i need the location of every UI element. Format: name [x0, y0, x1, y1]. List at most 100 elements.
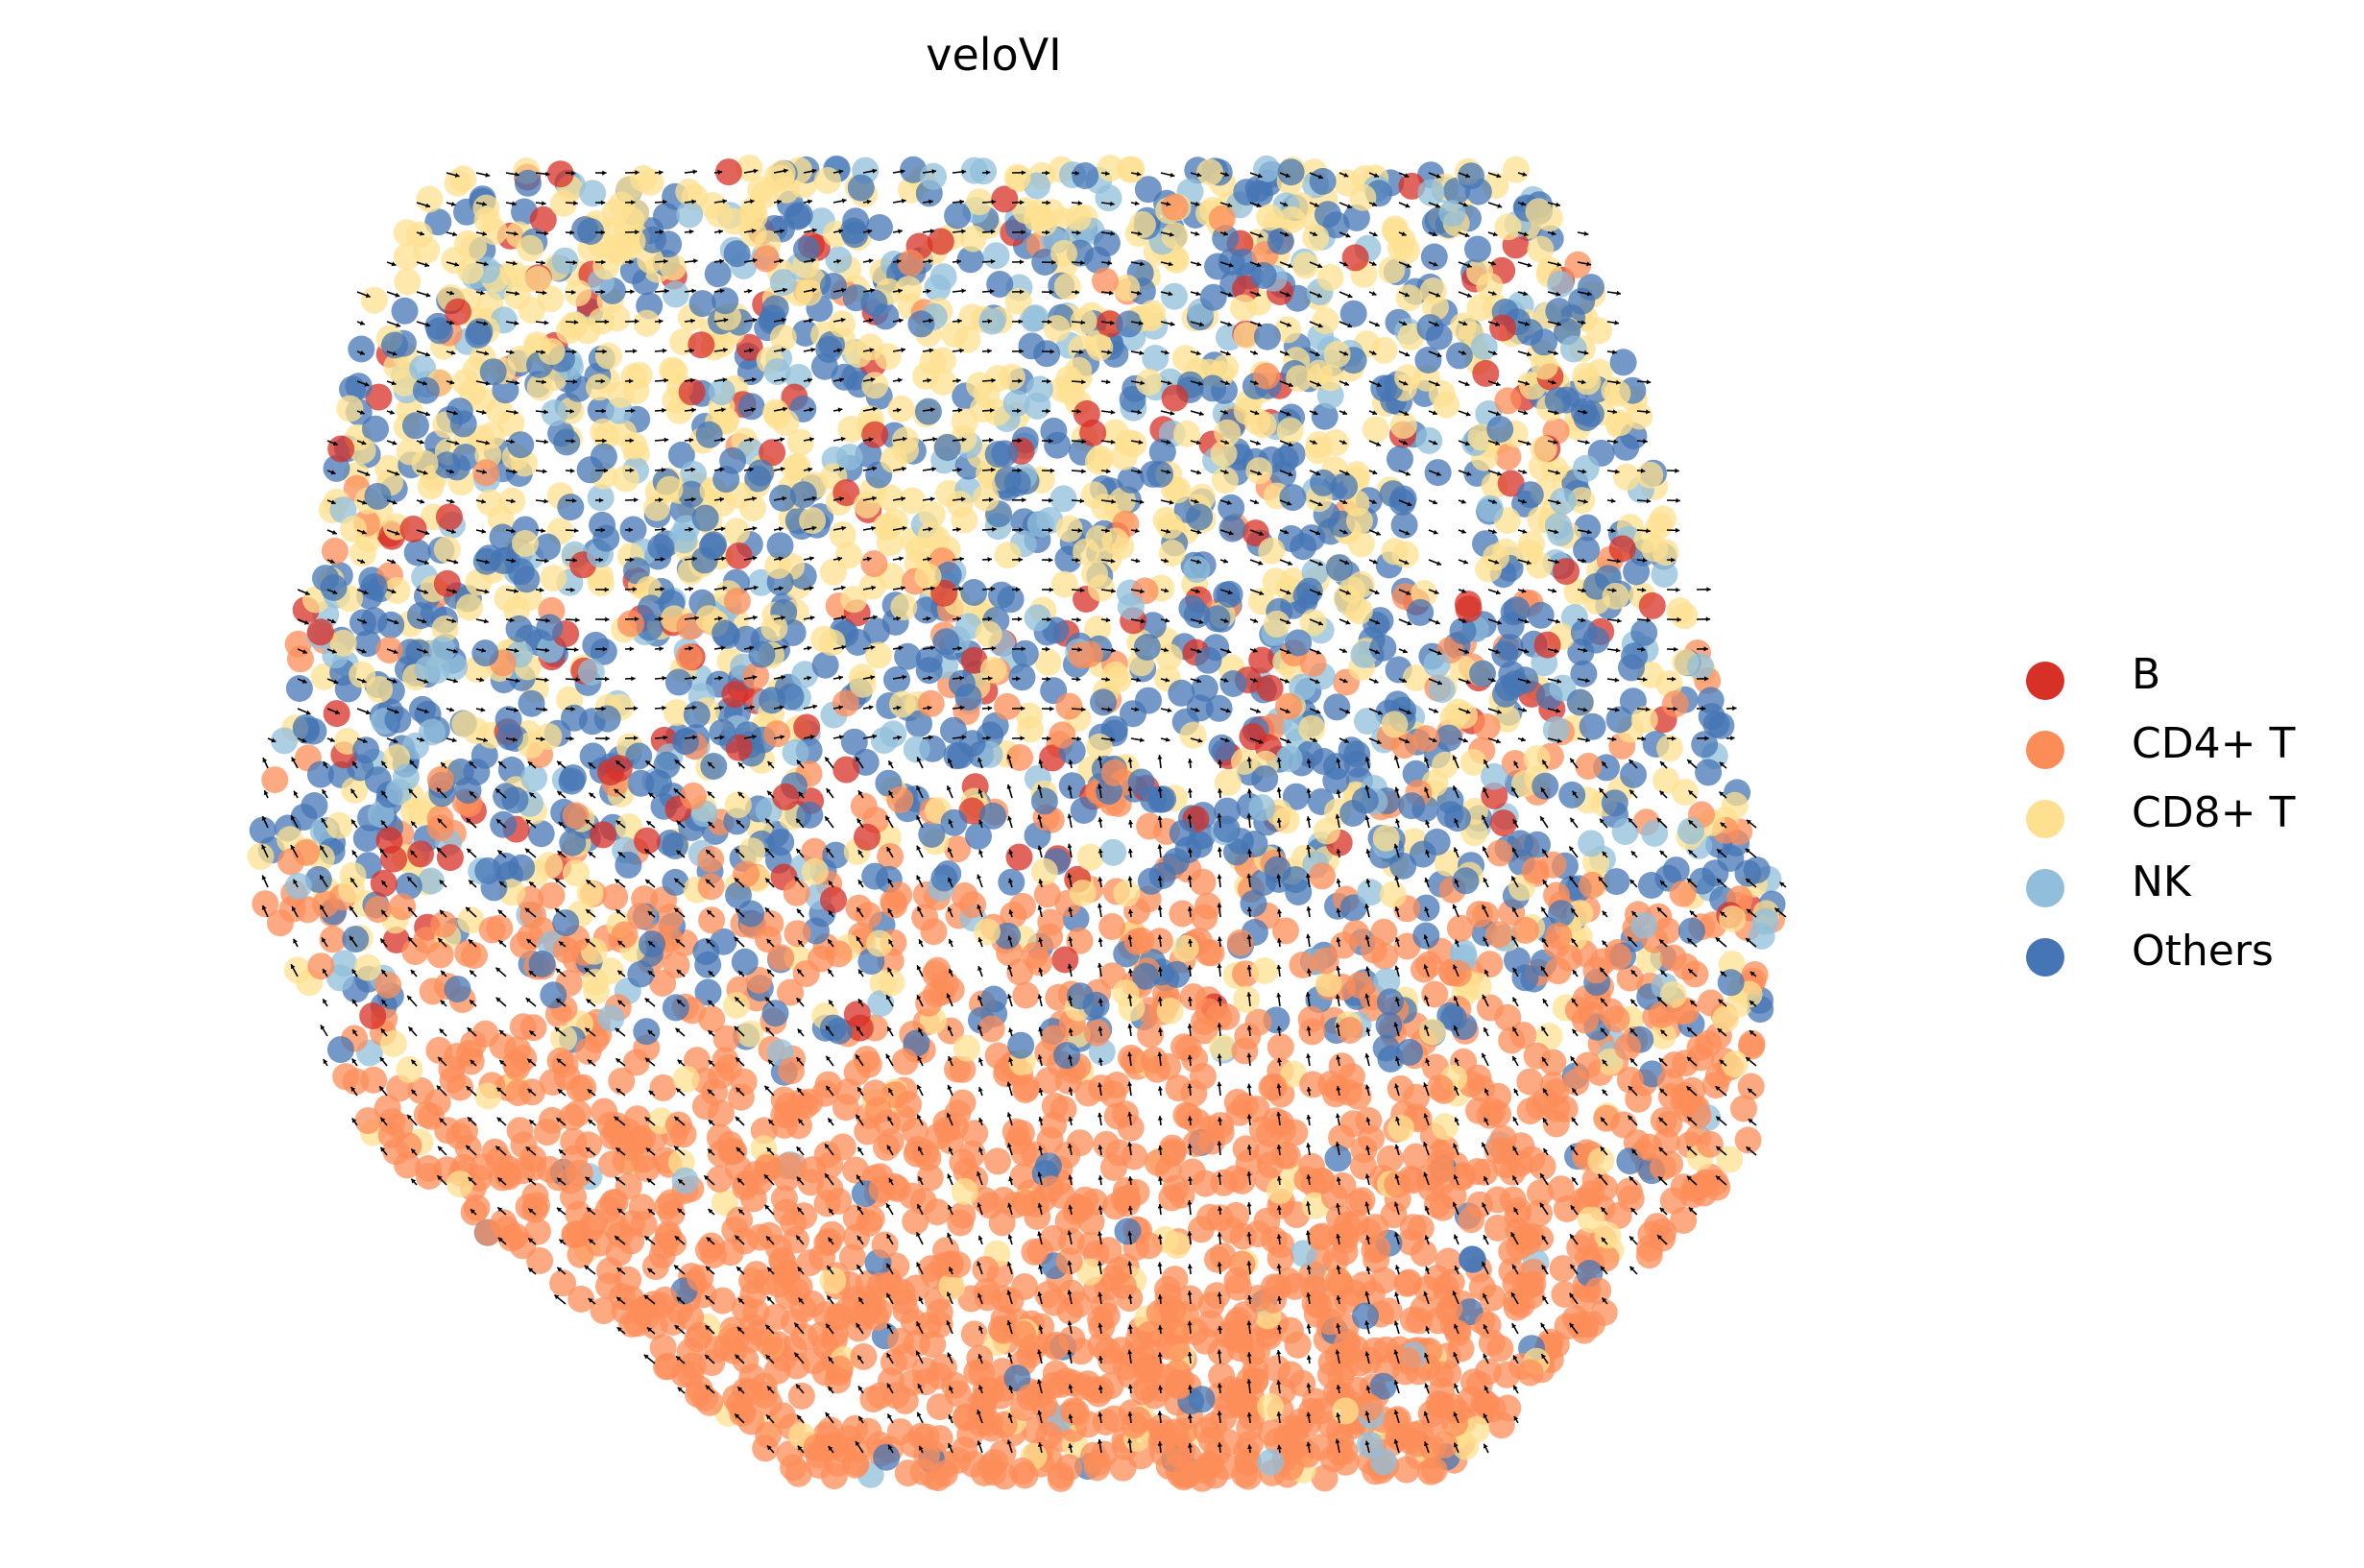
scatter-point	[897, 249, 925, 277]
scatter-point	[1593, 1104, 1621, 1132]
scatter-point	[1638, 591, 1666, 619]
velocity-arrow	[981, 349, 992, 354]
scatter-point	[1369, 634, 1397, 662]
scatter-point	[336, 395, 364, 422]
scatter-point	[518, 689, 545, 717]
scatter-point	[1043, 315, 1071, 343]
scatter-point	[783, 879, 810, 906]
scatter-point	[396, 1056, 423, 1083]
scatter-point	[1477, 994, 1504, 1022]
scatter-point	[1128, 211, 1156, 238]
scatter-point	[1171, 934, 1199, 962]
scatter-point	[1181, 1045, 1209, 1073]
velocity-arrow	[654, 675, 667, 681]
scatter-point	[1233, 985, 1261, 1013]
scatter-point	[787, 1382, 815, 1410]
scatter-point	[252, 890, 279, 918]
scatter-point	[396, 438, 423, 466]
scatter-point	[629, 165, 657, 192]
scatter-point	[608, 1067, 636, 1095]
scatter-point	[763, 1357, 791, 1385]
scatter-point	[1113, 880, 1141, 907]
scatter-point	[1566, 1234, 1594, 1262]
velocity-arrow	[1666, 497, 1680, 503]
scatter-point	[994, 542, 1022, 569]
scatter-point	[1572, 454, 1600, 482]
scatter-point	[1010, 1394, 1037, 1422]
velocity-arrow	[1458, 529, 1467, 534]
scatter-point	[874, 343, 902, 371]
scatter-point	[540, 565, 567, 592]
scatter-point	[1011, 639, 1039, 667]
scatter-point	[1323, 693, 1351, 721]
scatter-point	[697, 846, 725, 873]
scatter-point	[801, 857, 829, 885]
scatter-point	[866, 214, 893, 241]
velocity-arrow	[1190, 230, 1200, 236]
scatter-point	[1257, 1448, 1285, 1476]
scatter-point	[700, 1242, 728, 1268]
scatter-point	[1516, 1359, 1544, 1387]
scatter-point	[1719, 905, 1747, 933]
scatter-point	[719, 446, 747, 474]
scatter-point	[1579, 871, 1606, 899]
scatter-point	[509, 1013, 537, 1041]
velocity-arrow	[981, 437, 994, 444]
velocity-arrow	[832, 585, 846, 591]
scatter-point	[920, 162, 947, 190]
scatter-point	[912, 596, 940, 624]
scatter-point	[1611, 818, 1639, 846]
velocity-arrow	[535, 439, 549, 445]
scatter-point	[1418, 1018, 1446, 1046]
scatter-point	[1165, 1370, 1193, 1398]
scatter-point	[1721, 791, 1749, 819]
scatter-point	[1494, 443, 1522, 470]
scatter-point	[1655, 1110, 1683, 1138]
scatter-point	[1484, 1214, 1511, 1242]
scatter-point	[793, 235, 820, 263]
scatter-point	[401, 412, 429, 440]
velocity-arrow	[624, 676, 636, 682]
velocity-arrow	[386, 261, 397, 267]
scatter-point	[1049, 485, 1077, 513]
velocity-arrow	[684, 586, 694, 591]
scatter-point	[590, 821, 617, 849]
scatter-point	[508, 854, 536, 881]
scatter-point	[1037, 1175, 1065, 1203]
scatter-point	[755, 926, 782, 953]
scatter-point	[863, 617, 891, 645]
scatter-point	[980, 985, 1008, 1013]
scatter-point	[1163, 960, 1191, 988]
scatter-point	[1231, 1037, 1259, 1065]
scatter-point	[1531, 352, 1558, 380]
scatter-point	[1486, 839, 1514, 867]
scatter-point	[1737, 1073, 1765, 1100]
scatter-point	[1304, 437, 1332, 465]
scatter-point	[1407, 598, 1435, 626]
scatter-point	[738, 837, 766, 865]
scatter-point	[659, 356, 687, 384]
scatter-point	[1603, 868, 1630, 896]
scatter-point	[926, 1362, 953, 1389]
scatter-point	[903, 736, 930, 763]
scatter-point	[592, 524, 620, 552]
scatter-point	[825, 246, 853, 274]
scatter-point	[1648, 1001, 1676, 1028]
scatter-point	[493, 1216, 520, 1243]
scatter-point	[1738, 1029, 1766, 1057]
velocity-arrow	[654, 646, 663, 652]
scatter-point	[433, 569, 461, 597]
scatter-point	[664, 668, 692, 696]
scatter-point	[1387, 1115, 1415, 1142]
scatter-point	[426, 814, 454, 842]
scatter-point	[1266, 1033, 1294, 1061]
scatter-point	[1289, 1369, 1316, 1397]
velocity-arrow	[832, 407, 843, 413]
scatter-point	[975, 620, 1002, 648]
scatter-point	[342, 1068, 370, 1096]
scatter-point	[930, 864, 958, 892]
scatter-point	[1142, 345, 1170, 372]
velocity-arrow	[1190, 291, 1201, 297]
scatter-point	[1234, 1448, 1262, 1476]
scatter-point	[1233, 179, 1261, 206]
